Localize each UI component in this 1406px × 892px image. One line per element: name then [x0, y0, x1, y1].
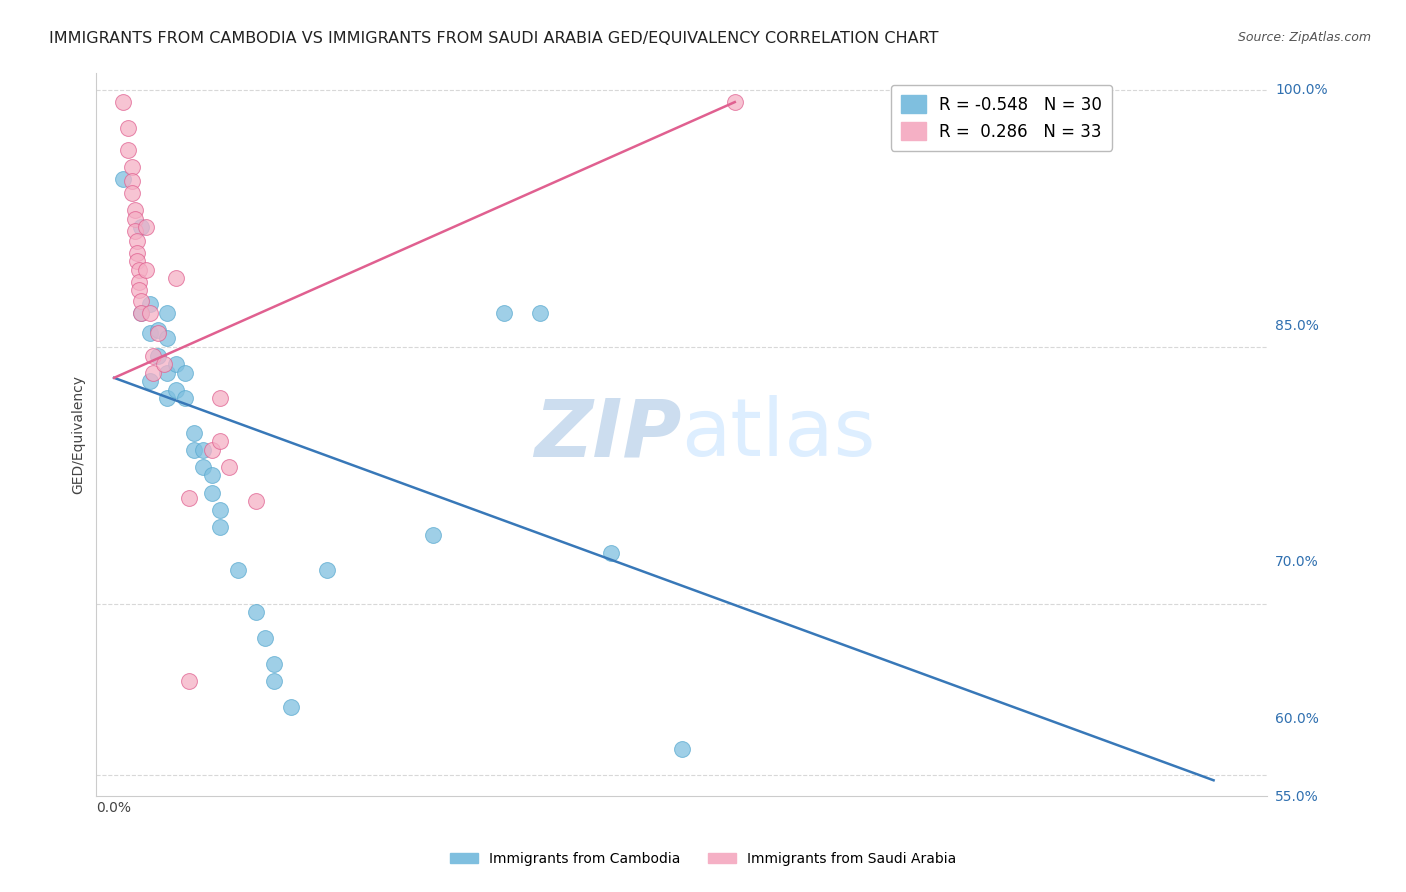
Point: [121, 160, 143, 174]
Point: [529, 306, 551, 320]
Point: [422, 528, 444, 542]
Legend: Immigrants from Cambodia, Immigrants from Saudi Arabia: Immigrants from Cambodia, Immigrants fro…: [444, 847, 962, 871]
Point: [280, 699, 302, 714]
Point: [148, 349, 170, 363]
Point: [209, 392, 232, 406]
Point: [226, 563, 249, 577]
Point: [325, 845, 347, 859]
Point: [177, 491, 200, 505]
Point: [127, 234, 149, 248]
Point: [245, 606, 267, 620]
Point: [148, 323, 170, 337]
Point: [174, 392, 197, 406]
Point: [599, 545, 621, 559]
Point: [111, 172, 134, 186]
Point: [156, 306, 179, 320]
Point: [201, 468, 224, 483]
Point: [794, 802, 817, 816]
Point: [183, 442, 205, 457]
Point: [209, 434, 232, 449]
Point: [671, 742, 693, 756]
Point: [117, 143, 139, 157]
Point: [209, 520, 232, 534]
Text: Source: ZipAtlas.com: Source: ZipAtlas.com: [1237, 31, 1371, 45]
Point: [165, 271, 187, 285]
Point: [148, 326, 170, 341]
Point: [253, 631, 276, 645]
Point: [183, 425, 205, 440]
Point: [263, 673, 285, 688]
Point: [111, 95, 134, 109]
Point: [138, 326, 160, 341]
Point: [165, 383, 187, 397]
Point: [142, 349, 165, 363]
Point: [201, 485, 224, 500]
Text: ZIP: ZIP: [534, 395, 682, 474]
Point: [124, 202, 146, 217]
Point: [724, 95, 747, 109]
Point: [129, 220, 152, 235]
Point: [127, 245, 149, 260]
Point: [156, 331, 179, 345]
Y-axis label: GED/Equivalency: GED/Equivalency: [72, 375, 86, 494]
Point: [201, 442, 224, 457]
Point: [117, 120, 139, 135]
Text: atlas: atlas: [682, 395, 876, 474]
Legend: R = -0.548   N = 30, R =  0.286   N = 33: R = -0.548 N = 30, R = 0.286 N = 33: [891, 85, 1112, 151]
Point: [124, 211, 146, 226]
Point: [315, 563, 337, 577]
Point: [177, 673, 200, 688]
Point: [152, 357, 174, 371]
Point: [191, 442, 214, 457]
Point: [245, 494, 267, 508]
Point: [124, 223, 146, 237]
Point: [218, 459, 240, 474]
Point: [209, 502, 232, 516]
Point: [156, 366, 179, 380]
Point: [127, 254, 149, 268]
Point: [263, 657, 285, 671]
Point: [121, 186, 143, 200]
Point: [135, 263, 157, 277]
Point: [121, 174, 143, 188]
Point: [156, 392, 179, 406]
Point: [128, 275, 150, 289]
Point: [191, 459, 214, 474]
Point: [138, 297, 160, 311]
Point: [165, 357, 187, 371]
Point: [142, 366, 165, 380]
Point: [174, 366, 197, 380]
Point: [129, 306, 152, 320]
Point: [135, 220, 157, 235]
Point: [494, 306, 516, 320]
Point: [138, 306, 160, 320]
Point: [138, 374, 160, 388]
Text: IMMIGRANTS FROM CAMBODIA VS IMMIGRANTS FROM SAUDI ARABIA GED/EQUIVALENCY CORRELA: IMMIGRANTS FROM CAMBODIA VS IMMIGRANTS F…: [49, 31, 939, 46]
Point: [128, 284, 150, 298]
Point: [129, 293, 152, 308]
Point: [368, 857, 391, 871]
Point: [333, 863, 356, 877]
Point: [129, 306, 152, 320]
Point: [128, 263, 150, 277]
